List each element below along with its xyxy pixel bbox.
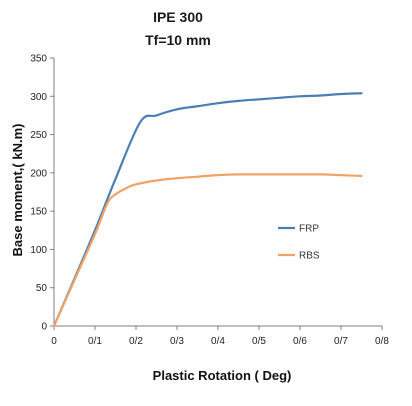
y-tick-label: 50: [36, 283, 48, 294]
x-tick-label: 0/6: [293, 336, 307, 347]
x-tick-label: 0/7: [334, 336, 348, 347]
y-tick-label: 350: [30, 54, 47, 65]
series-line-frp: [52, 92, 363, 328]
chart-subtitle: Tf=10 mm: [145, 32, 211, 48]
chart-title: IPE 300: [153, 9, 203, 25]
y-tick-label: 250: [30, 130, 47, 141]
x-tick-label: 0/3: [170, 336, 184, 347]
x-tick-label: 0/5: [252, 336, 266, 347]
y-tick-label: 200: [30, 168, 47, 179]
x-tick-label: 0/1: [88, 336, 102, 347]
x-tick-label: 0/2: [129, 336, 143, 347]
x-tick-label: 0/8: [375, 336, 389, 347]
y-axis-label: Base moment,( kN.m): [10, 124, 25, 257]
x-tick-label: 0/4: [211, 336, 225, 347]
legend-label-rbs: RBS: [299, 251, 320, 262]
y-tick-label: 300: [30, 92, 47, 103]
legend-label-frp: FRP: [299, 224, 319, 235]
y-tick-label: 150: [30, 207, 47, 218]
x-axis-label: Plastic Rotation ( Deg): [153, 368, 292, 383]
x-tick-label: 0: [51, 336, 57, 347]
y-tick-label: 100: [30, 245, 47, 256]
y-tick-label: 0: [41, 322, 47, 333]
plot-area: 0 50 100 150 200 250 300 350 0 0/1 0/2 0/3 0/4 0/5 0/6…: [30, 54, 389, 348]
series-line-rbs: [52, 173, 363, 328]
